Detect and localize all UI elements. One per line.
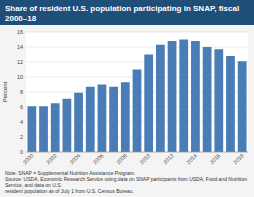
bar (168, 41, 177, 152)
y-tick-label: 10 (17, 74, 23, 80)
y-axis-label: Percent (2, 81, 8, 102)
bar (179, 40, 188, 153)
bar (156, 45, 165, 152)
text-line: Share of resident U.S. population partic… (5, 4, 239, 13)
bar (238, 61, 247, 152)
x-tick-label: 2004 (68, 152, 81, 165)
y-tick-label: 12 (17, 59, 23, 65)
plot-area (26, 32, 248, 152)
x-tick-label: 2006 (92, 152, 105, 165)
grid-line (26, 152, 248, 153)
bar (98, 85, 107, 153)
bar (121, 82, 130, 152)
y-tick-label: 8 (20, 89, 23, 95)
x-tick-label: 2010 (138, 152, 151, 165)
annotation: Source: USDA, Economic Research Service … (5, 176, 247, 188)
background (0, 0, 254, 197)
y-tick-label: 2 (20, 134, 23, 140)
bar (63, 99, 72, 152)
text-line: 2000–18 (5, 14, 37, 23)
x-tick-label: 2014 (185, 152, 198, 165)
x-tick-label: 2000 (22, 152, 35, 165)
title-bar (0, 0, 254, 25)
x-axis-line (26, 152, 248, 153)
bar (191, 41, 200, 152)
chart: Share of resident U.S. population partic… (0, 0, 254, 197)
bar (144, 55, 153, 153)
y-tick-label: 4 (20, 119, 23, 125)
grid-line (26, 47, 248, 48)
title: Share of resident U.S. population partic… (5, 4, 239, 23)
grid (26, 32, 248, 152)
bar (203, 47, 212, 152)
bar (214, 49, 223, 152)
y-tick-label: 0 (20, 149, 23, 155)
x-tick-label: 2018 (232, 152, 245, 165)
grid-line (26, 32, 248, 33)
bar (74, 93, 83, 152)
bar (27, 106, 36, 152)
x-tick-label: 2008 (115, 152, 128, 165)
annotation: resident population as of July 1 from U.… (5, 188, 134, 194)
x-tick-label: 2016 (209, 152, 222, 165)
bar (86, 87, 95, 152)
y-tick-label: 14 (17, 44, 23, 50)
bar (226, 56, 235, 152)
y-tick-label: 6 (20, 104, 23, 110)
text-line: resident population as of July 1 from U.… (5, 188, 134, 194)
bar (133, 70, 142, 153)
y-tick-label: 16 (17, 29, 23, 35)
bar (39, 106, 48, 152)
x-tick-label: 2012 (162, 152, 175, 165)
bar (51, 103, 60, 152)
bar (109, 87, 118, 152)
x-tick-label: 2002 (45, 152, 58, 165)
bars (27, 40, 246, 153)
